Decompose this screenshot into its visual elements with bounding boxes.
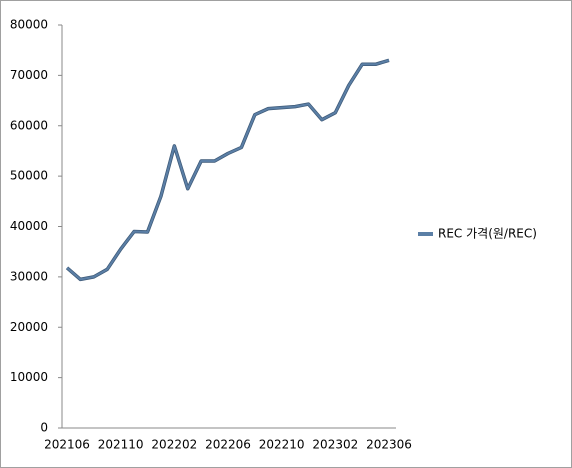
- y-tick-label: 40000: [10, 219, 48, 233]
- x-tick-label: 202106: [44, 438, 90, 452]
- legend-swatch: [418, 232, 433, 236]
- x-tick-label: 202202: [151, 438, 197, 452]
- x-tick-label: 202110: [98, 438, 144, 452]
- y-tick-label: 50000: [10, 169, 48, 183]
- series-line: [66, 59, 390, 281]
- y-tick-label: 80000: [10, 18, 48, 32]
- y-tick-label: 20000: [10, 320, 48, 334]
- x-tick-label: 202306: [366, 438, 412, 452]
- y-tick-label: 10000: [10, 370, 48, 384]
- legend-label: REC 가격(원/REC): [438, 227, 537, 241]
- x-tick-label: 202206: [205, 438, 251, 452]
- y-tick-label: 30000: [10, 269, 48, 283]
- y-tick-label: 60000: [10, 118, 48, 132]
- x-tick-label: 202302: [312, 438, 358, 452]
- y-tick-label: 0: [40, 421, 48, 435]
- y-tick-label: 70000: [10, 68, 48, 82]
- x-tick-label: 202210: [259, 438, 305, 452]
